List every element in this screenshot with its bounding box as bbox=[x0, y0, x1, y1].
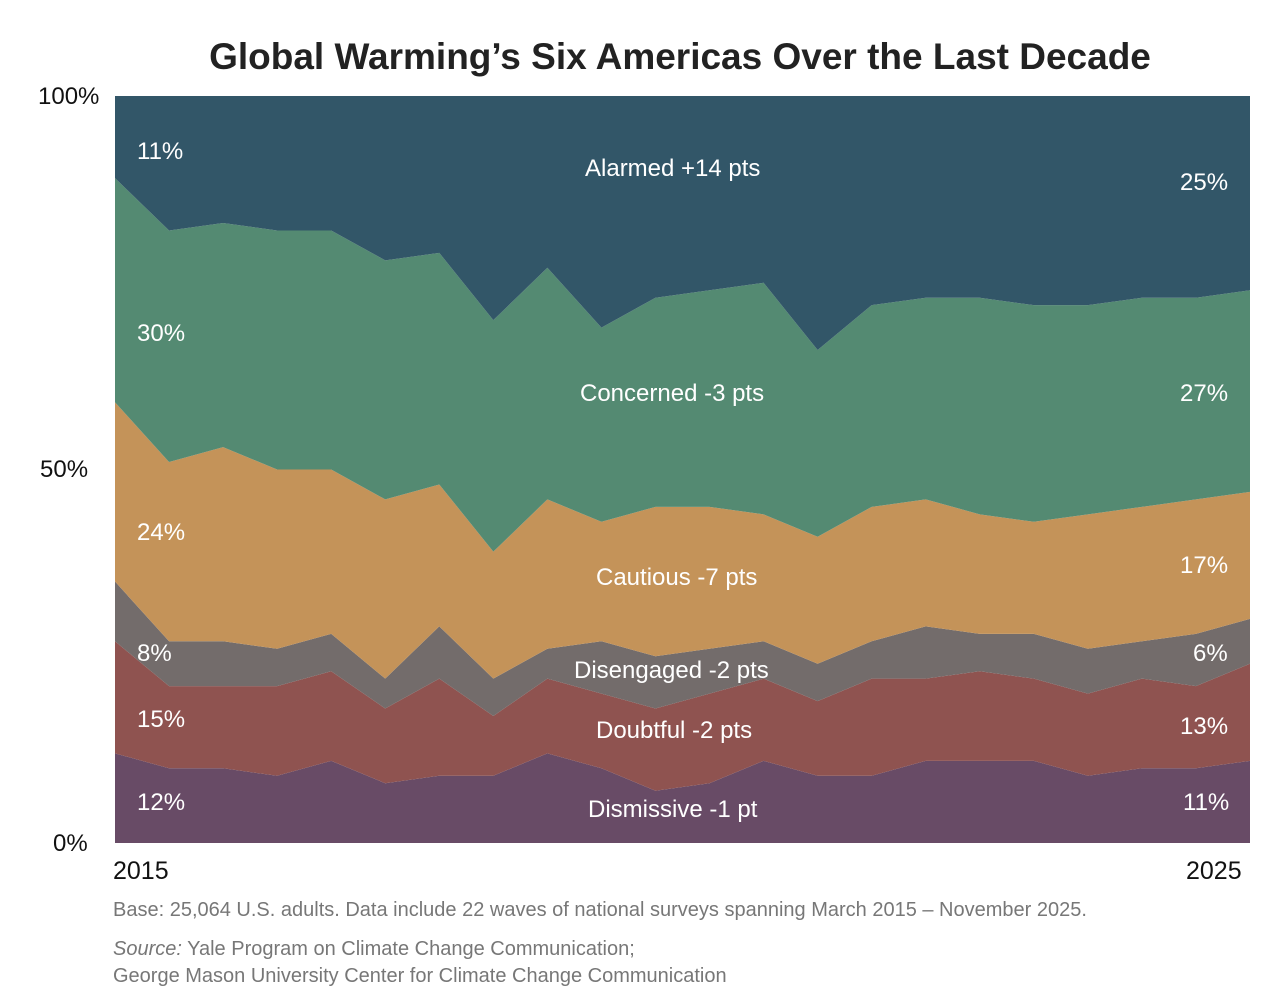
doubtful-end-label: 13% bbox=[1180, 713, 1229, 740]
alarmed-area bbox=[115, 96, 1250, 350]
doubtful-series-label: Doubtful -2 pts bbox=[596, 717, 753, 744]
alarmed-start-label: 11% bbox=[137, 138, 184, 165]
source-line-1: Source: Yale Program on Climate Change C… bbox=[113, 938, 635, 961]
disengaged-series-label: Disengaged -2 pts bbox=[574, 657, 769, 684]
alarmed-series-label: Alarmed +14 pts bbox=[585, 155, 761, 182]
x-tick-2025: 2025 bbox=[1186, 857, 1242, 885]
source-prefix: Source: bbox=[113, 938, 182, 960]
y-tick-50: 50% bbox=[40, 456, 89, 483]
source-text-1: Yale Program on Climate Change Communica… bbox=[181, 938, 635, 960]
cautious-area bbox=[115, 402, 1250, 679]
dismissive-start-label: 12% bbox=[137, 789, 186, 816]
dismissive-end-label: 11% bbox=[1183, 789, 1230, 816]
cautious-series-label: Cautious -7 pts bbox=[596, 564, 758, 591]
disengaged-end-label: 6% bbox=[1193, 640, 1228, 667]
y-tick-0: 0% bbox=[53, 830, 88, 857]
concerned-series-label: Concerned -3 pts bbox=[580, 380, 765, 407]
source-line-2: George Mason University Center for Clima… bbox=[113, 965, 727, 987]
cautious-start-label: 24% bbox=[137, 519, 186, 546]
y-tick-100: 100% bbox=[38, 83, 100, 110]
base-note: Base: 25,064 U.S. adults. Data include 2… bbox=[113, 899, 1087, 921]
concerned-start-label: 30% bbox=[137, 320, 186, 347]
dismissive-area bbox=[115, 753, 1250, 843]
disengaged-start-label: 8% bbox=[137, 640, 172, 667]
doubtful-start-label: 15% bbox=[137, 706, 186, 733]
x-tick-2015: 2015 bbox=[113, 857, 169, 885]
concerned-area bbox=[115, 178, 1250, 552]
alarmed-end-label: 25% bbox=[1180, 169, 1229, 196]
cautious-end-label: 17% bbox=[1180, 552, 1229, 579]
concerned-end-label: 27% bbox=[1180, 380, 1229, 407]
doubtful-area bbox=[115, 641, 1250, 791]
chart-title: Global Warming’s Six Americas Over the L… bbox=[209, 36, 1151, 77]
disengaged-area bbox=[115, 581, 1250, 717]
dismissive-series-label: Dismissive -1 pt bbox=[588, 796, 758, 823]
